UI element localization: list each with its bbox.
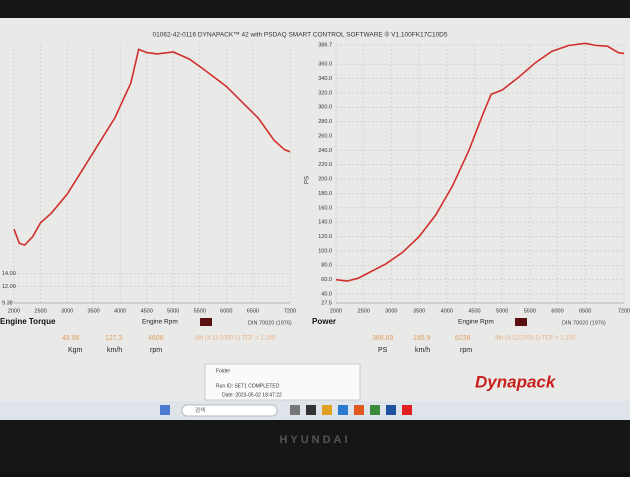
x-tick-label: 2500 bbox=[34, 308, 46, 314]
app-icon[interactable] bbox=[402, 405, 412, 415]
app-icon[interactable] bbox=[306, 405, 316, 415]
y-axis-label: PS bbox=[305, 176, 311, 184]
app-icon[interactable] bbox=[338, 405, 348, 415]
x-tick-label: 2500 bbox=[358, 308, 370, 314]
x-tick-label: 6000 bbox=[220, 308, 232, 314]
x-tick-label: 3500 bbox=[413, 308, 425, 314]
unit: PS bbox=[378, 347, 388, 354]
y-tick-label: 140.0 bbox=[318, 220, 332, 226]
unit: km/h bbox=[107, 347, 122, 354]
x-tick-label: 3000 bbox=[61, 308, 73, 314]
y-tick-label: 340.0 bbox=[318, 76, 332, 82]
app-icon[interactable] bbox=[354, 405, 364, 415]
x-tick-label: 5500 bbox=[524, 308, 536, 314]
start-icon[interactable] bbox=[160, 405, 170, 415]
y-tick-label: 280.0 bbox=[318, 119, 332, 125]
y-tick-label: 120.0 bbox=[318, 234, 332, 240]
standard: DIN 70020 (1976) bbox=[562, 320, 606, 326]
y-tick-label: 100.0 bbox=[318, 248, 332, 254]
x-tick-label: 2000 bbox=[8, 308, 20, 314]
dialog-title: Folder bbox=[216, 368, 231, 374]
app-icon[interactable] bbox=[370, 405, 380, 415]
x-tick-label: 5000 bbox=[496, 308, 508, 314]
data-line bbox=[335, 42, 625, 282]
selector-box[interactable] bbox=[515, 318, 527, 326]
y-tick-label: 220.0 bbox=[318, 162, 332, 168]
app-icon[interactable] bbox=[290, 405, 300, 415]
y-tick-label: 160.0 bbox=[318, 205, 332, 211]
y-tick-label: 12.00 bbox=[2, 284, 16, 290]
y-tick-label: 14.00 bbox=[2, 271, 16, 277]
x-tick-label: 2000 bbox=[330, 308, 342, 314]
x-tick-label: 6500 bbox=[579, 308, 591, 314]
reading: 185.9 bbox=[413, 335, 431, 342]
gear: 4th (4.11/1000:1) TCF = 1.150 bbox=[495, 336, 576, 342]
x-tick-label: 4000 bbox=[441, 308, 453, 314]
dialog-date: Date: 2023-05-02 18:47:22 bbox=[222, 392, 282, 398]
x-tick-label: 6000 bbox=[551, 308, 563, 314]
x-tick-label: 4000 bbox=[114, 308, 126, 314]
x-tick-label: 6500 bbox=[247, 308, 259, 314]
reading: 127.3 bbox=[105, 335, 123, 342]
dialog-run: Run ID: SET1 COMPLETED bbox=[216, 383, 280, 389]
monitor-brand: HYUNDAI bbox=[279, 434, 350, 446]
unit: rpm bbox=[460, 347, 472, 354]
x-tick-label: 7200 bbox=[618, 308, 630, 314]
y-tick-label: 9.38 bbox=[2, 300, 13, 306]
reading: 6238 bbox=[455, 335, 471, 342]
x-axis-label: Engine Rpm bbox=[142, 319, 178, 326]
chart-title: Engine Torque bbox=[0, 317, 56, 326]
y-tick-label: 386.7 bbox=[318, 42, 332, 48]
reading: 388.69 bbox=[372, 335, 394, 342]
y-tick-label: 180.0 bbox=[318, 191, 332, 197]
x-tick-label: 3000 bbox=[385, 308, 397, 314]
unit: km/h bbox=[415, 347, 430, 354]
y-tick-label: 320.0 bbox=[318, 90, 332, 96]
reading: 48.95 bbox=[62, 335, 80, 342]
y-tick-label: 300.0 bbox=[318, 105, 332, 111]
y-tick-label: 60.0 bbox=[321, 277, 332, 283]
y-tick-label: 360.0 bbox=[318, 62, 332, 68]
x-tick-label: 5000 bbox=[167, 308, 179, 314]
app-icon[interactable] bbox=[322, 405, 332, 415]
header-title: 01062-42-0116 DYNAPACK™ 42 with PSDAQ SM… bbox=[153, 31, 448, 39]
selector-box[interactable] bbox=[200, 318, 212, 326]
taskbar-icons bbox=[160, 405, 412, 415]
reading: 4608 bbox=[148, 335, 164, 342]
standard: DIN 70020 (1976) bbox=[248, 320, 292, 326]
x-tick-label: 5500 bbox=[194, 308, 206, 314]
search-text: 검색 bbox=[195, 406, 205, 414]
unit: Kgm bbox=[68, 347, 83, 354]
y-tick-label: 27.5 bbox=[321, 300, 332, 306]
unit: rpm bbox=[150, 347, 162, 354]
data-line bbox=[13, 48, 291, 247]
x-tick-label: 4500 bbox=[468, 308, 480, 314]
x-tick-label: 7200 bbox=[284, 308, 296, 314]
dialog bbox=[204, 363, 361, 401]
y-tick-label: 200.0 bbox=[318, 177, 332, 183]
y-tick-label: 260.0 bbox=[318, 133, 332, 139]
x-tick-label: 3500 bbox=[87, 308, 99, 314]
y-tick-label: 40.0 bbox=[321, 291, 332, 297]
chart-title: Power bbox=[312, 317, 336, 326]
y-tick-label: 80.0 bbox=[321, 263, 332, 269]
x-axis-label: Engine Rpm bbox=[458, 319, 494, 326]
search-box[interactable] bbox=[181, 404, 278, 417]
x-tick-label: 4500 bbox=[141, 308, 153, 314]
gear: 4th (4.11/1000:1) TCF = 1.150 bbox=[195, 336, 276, 342]
logo: Dynapack bbox=[475, 372, 557, 391]
app-icon[interactable] bbox=[386, 405, 396, 415]
y-tick-label: 240.0 bbox=[318, 148, 332, 154]
screen bbox=[0, 18, 630, 420]
